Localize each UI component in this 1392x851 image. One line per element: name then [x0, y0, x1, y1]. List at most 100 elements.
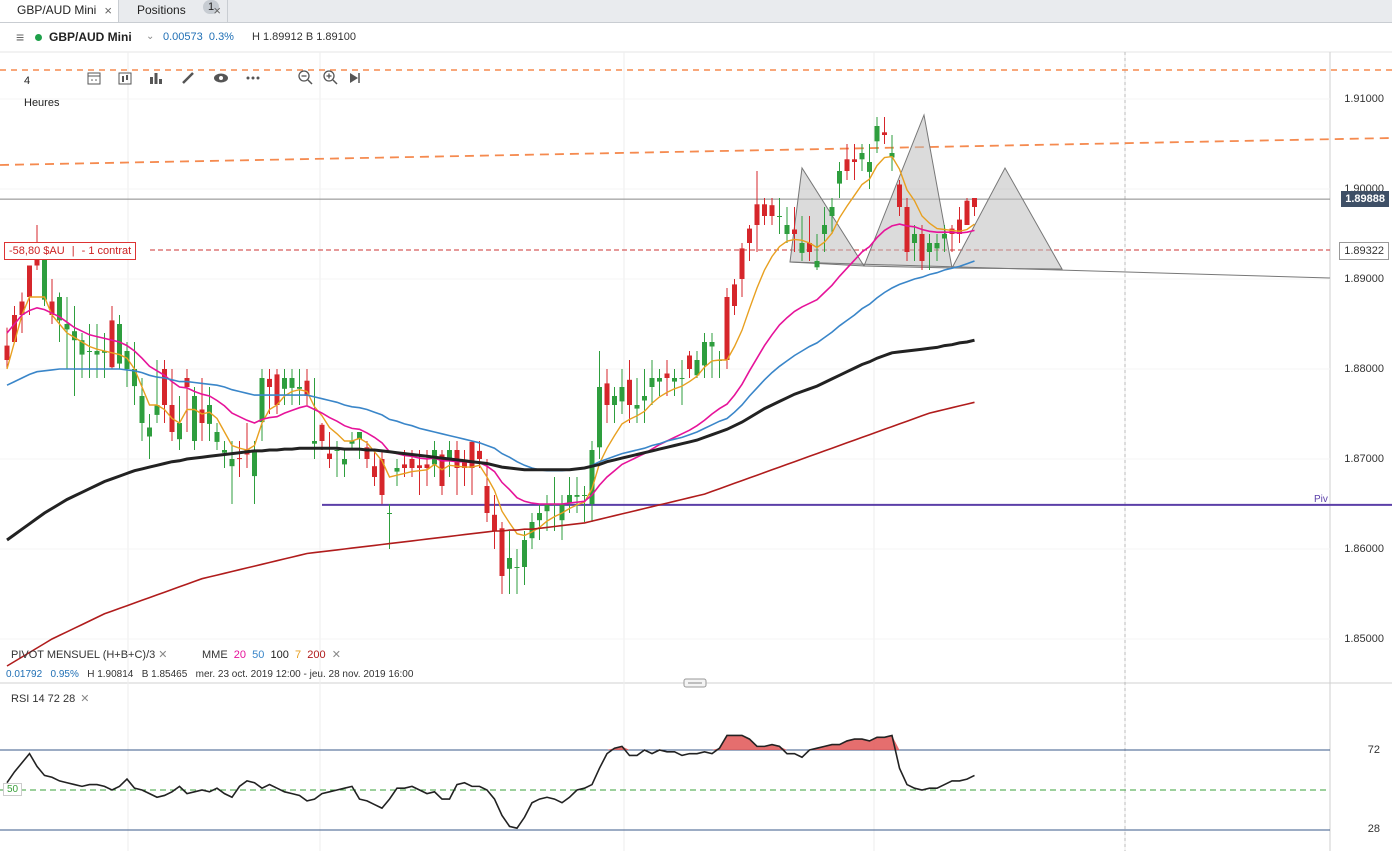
candle: [732, 284, 737, 306]
range-high: H 1.90814: [87, 669, 134, 680]
candle: [102, 351, 107, 353]
close-icon[interactable]: ✕: [80, 693, 90, 705]
candle: [139, 396, 145, 423]
candle: [867, 162, 872, 172]
more-icon[interactable]: [245, 70, 261, 92]
tab-bar: GBP/AUD Mini × Positions 1 ×: [0, 0, 1392, 23]
mme-period: 200: [307, 649, 326, 661]
instrument-bar: ≡ GBP/AUD Mini ⌄ 0.00573 0.3% H 1.89912 …: [0, 23, 1392, 51]
rsi-label: RSI 14 72 28: [11, 693, 76, 705]
calendar-icon[interactable]: [87, 70, 101, 92]
candle: [582, 495, 587, 496]
candle: [132, 369, 137, 387]
candle: [679, 378, 685, 379]
mme-indicator-legend[interactable]: MME 20 50 100 7 200 ✕: [202, 648, 341, 662]
mme-period: 100: [270, 649, 289, 661]
zoom-in-icon[interactable]: [323, 70, 338, 92]
candle: [117, 324, 122, 364]
candle: [477, 450, 482, 459]
candle: [957, 219, 962, 234]
candle: [664, 373, 670, 378]
candle: [619, 387, 625, 402]
candle: [147, 427, 152, 437]
positions-count-badge: 1: [203, 0, 220, 14]
chevron-down-icon[interactable]: ⌄: [146, 31, 155, 42]
candle: [754, 204, 760, 225]
candle: [57, 297, 62, 321]
candle: [904, 207, 910, 252]
candle: [544, 504, 550, 512]
candle: [214, 432, 220, 442]
bar-chart-icon[interactable]: [149, 70, 163, 92]
candle: [739, 248, 745, 279]
price-change: 0.00573 0.3%: [163, 31, 234, 43]
candle: [612, 396, 617, 405]
position-pnl-badge[interactable]: -58,80 $AU | - 1 contrat: [4, 242, 137, 260]
candle: [897, 184, 902, 207]
candle: [222, 450, 227, 453]
candle: [49, 301, 55, 315]
close-icon[interactable]: ✕: [331, 649, 341, 661]
tab-label: GBP/AUD Mini: [17, 3, 97, 17]
candle: [537, 513, 542, 521]
ema-50-line: [6, 260, 975, 472]
candle: [844, 159, 850, 171]
candle: [604, 383, 610, 405]
rsi-indicator-legend[interactable]: RSI 14 72 28 ✕: [11, 692, 89, 706]
candle: [447, 450, 452, 460]
candles-icon[interactable]: [118, 70, 132, 92]
tab-positions[interactable]: Positions 1 ×: [119, 0, 228, 22]
candle: [672, 378, 677, 382]
candle: [402, 464, 407, 468]
candle: [64, 324, 70, 330]
candle: [199, 409, 205, 423]
candle: [627, 379, 632, 405]
candle: [387, 513, 392, 514]
candle: [94, 351, 100, 355]
close-icon[interactable]: ×: [104, 3, 112, 18]
tab-gbp-aud[interactable]: GBP/AUD Mini ×: [0, 0, 119, 22]
candle: [837, 171, 842, 184]
candle: [559, 504, 565, 521]
rsi-level-28: 28: [1367, 823, 1380, 835]
hamburger-menu-icon[interactable]: ≡: [16, 29, 25, 45]
ema-100-line: [6, 338, 975, 542]
candle: [829, 207, 835, 216]
mme-period: 20: [233, 649, 247, 661]
candle: [42, 247, 47, 300]
range-stats: 0.01792 0.95% H 1.90814 B 1.85465 mer. 2…: [6, 668, 413, 681]
candle: [349, 441, 355, 444]
candle: [274, 374, 280, 405]
candle: [4, 345, 10, 360]
rsi-overbought-area: [712, 735, 787, 751]
candle: [252, 450, 257, 477]
eye-icon[interactable]: [213, 70, 229, 92]
close-icon[interactable]: ×: [213, 3, 221, 18]
zoom-out-icon[interactable]: [298, 70, 313, 92]
pivot-indicator-legend[interactable]: PIVOT MENSUEL (H+B+C)/3 ✕: [11, 648, 167, 662]
pencil-icon[interactable]: [181, 70, 195, 92]
close-icon[interactable]: ✕: [158, 649, 168, 661]
candle: [184, 378, 190, 387]
candle: [357, 432, 362, 440]
candle: [942, 234, 947, 239]
candle: [87, 351, 92, 352]
candle: [934, 243, 940, 249]
instrument-name[interactable]: GBP/AUD Mini: [49, 30, 132, 44]
candle: [327, 453, 332, 459]
rsi-overbought-area: [809, 735, 900, 751]
candle: [154, 405, 160, 415]
timeframe-selector[interactable]: 4 Heures: [24, 75, 60, 109]
candle: [807, 243, 812, 252]
candle: [567, 495, 572, 504]
candle: [417, 465, 422, 468]
candle: [642, 396, 647, 401]
candle: [927, 243, 932, 252]
range-change-pct: 0.95%: [50, 669, 79, 680]
candle: [792, 229, 797, 234]
candle: [889, 153, 895, 158]
tab-label: Positions: [137, 3, 186, 17]
candle: [124, 351, 130, 369]
play-end-icon[interactable]: [349, 70, 361, 92]
